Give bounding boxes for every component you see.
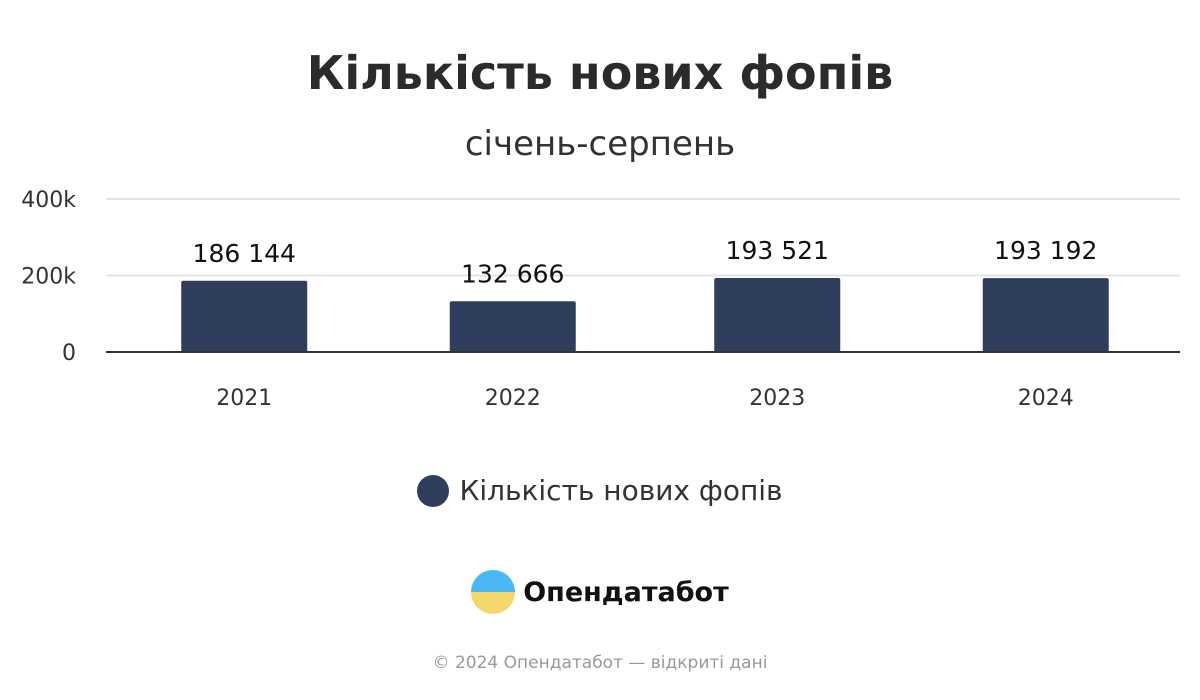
x-tick-label: 2021 — [216, 386, 272, 411]
bar — [449, 301, 576, 352]
x-tick-label: 2022 — [485, 386, 541, 411]
legend-marker — [417, 474, 450, 507]
data-label: 193 192 — [994, 236, 1097, 265]
y-tick-label: 200k — [21, 265, 76, 290]
legend[interactable]: Кількість нових фопів — [0, 474, 1200, 507]
brand[interactable]: Опендатабот — [0, 570, 1200, 614]
x-tick-label: 2023 — [749, 386, 805, 411]
y-tick-label: 0 — [62, 341, 76, 366]
chart-subtitle: січень-серпень — [464, 124, 736, 164]
brand-name: Опендатабот — [523, 576, 729, 608]
bar-chart: 0 200k 400k 186 144 2021 132 666 2022 193 521 20… — [21, 188, 1180, 411]
copyright: © 2024 Опендатабот — відкриті дані — [432, 653, 768, 673]
y-tick-label: 400k — [21, 188, 76, 213]
opendatabot-logo-icon — [471, 570, 516, 614]
bar — [982, 278, 1109, 352]
chart-title: Кількість нових фопів — [306, 46, 894, 100]
legend-label: Кількість нових фопів — [459, 474, 783, 507]
data-label: 193 521 — [726, 236, 829, 265]
bar — [181, 280, 308, 352]
data-label: 132 666 — [461, 259, 564, 288]
x-tick-label: 2024 — [1018, 386, 1074, 411]
data-label: 186 144 — [193, 239, 296, 268]
bar — [714, 277, 841, 352]
